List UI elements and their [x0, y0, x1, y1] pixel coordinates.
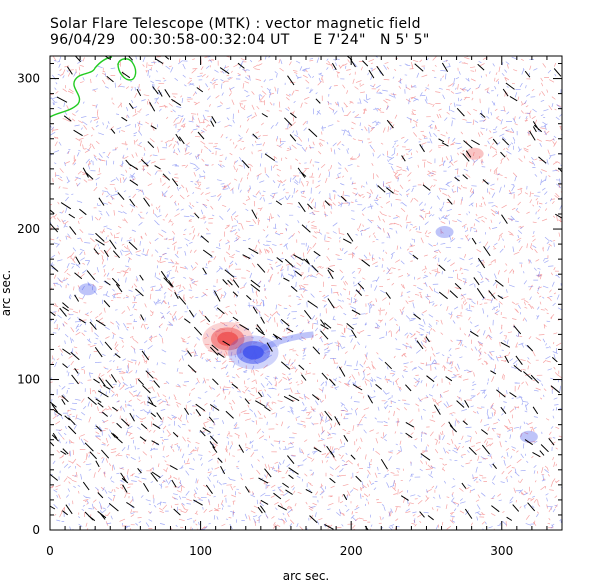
y-tick-label-3: 300	[17, 72, 40, 86]
contour-layer	[50, 56, 137, 118]
polarity-region-negative-3	[519, 430, 538, 443]
negative-noise	[50, 56, 562, 530]
polarity-noise-layer	[50, 56, 562, 530]
x-tick-label-0: 0	[46, 544, 54, 558]
transverse-vector-layer	[50, 56, 562, 530]
polarity-region-negative-4	[78, 283, 97, 296]
polarity-region-negative-5	[435, 226, 454, 239]
x-tick-label-3: 300	[490, 544, 513, 558]
chart-title: Solar Flare Telescope (MTK) : vector mag…	[50, 16, 421, 32]
x-tick-label-1: 100	[189, 544, 212, 558]
contour-line	[50, 56, 113, 118]
positive-noise	[50, 56, 562, 530]
y-axis-label: arc sec.	[0, 270, 13, 316]
negative-region-tail	[259, 331, 314, 353]
chart-subtitle: 96/04/29 00:30:58-00:32:04 UT E 7'24" N …	[50, 32, 430, 48]
polarity-region-layer	[78, 147, 538, 443]
contour-loop	[117, 58, 137, 81]
y-tick-label-2: 200	[17, 222, 40, 236]
y-tick-label-0: 0	[32, 523, 40, 537]
x-axis-label: arc sec.	[283, 569, 329, 583]
y-tick-label-1: 100	[17, 373, 40, 387]
transverse-vectors	[50, 56, 562, 530]
polarity-region-negative-1	[228, 335, 279, 370]
x-tick-label-2: 200	[340, 544, 363, 558]
axis-ticks: 0 100 200 300 0 100 200 300	[17, 56, 563, 558]
